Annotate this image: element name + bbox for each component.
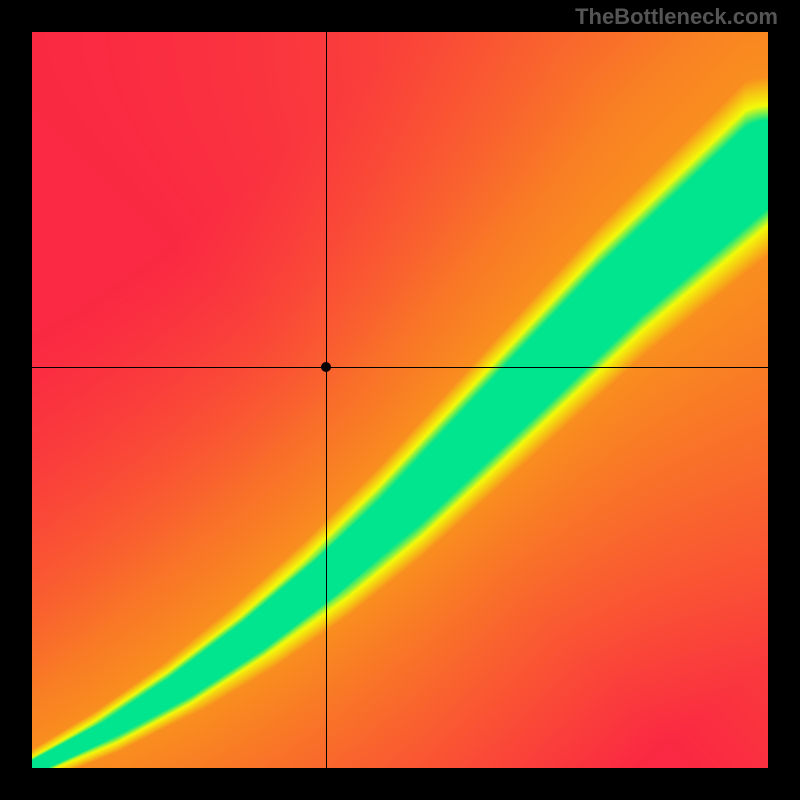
heatmap-canvas <box>32 32 768 768</box>
watermark-text: TheBottleneck.com <box>575 4 778 30</box>
heatmap-plot <box>32 32 768 768</box>
crosshair-horizontal <box>32 367 768 368</box>
crosshair-marker <box>321 362 331 372</box>
outer-frame: TheBottleneck.com <box>0 0 800 800</box>
crosshair-vertical <box>326 32 327 768</box>
